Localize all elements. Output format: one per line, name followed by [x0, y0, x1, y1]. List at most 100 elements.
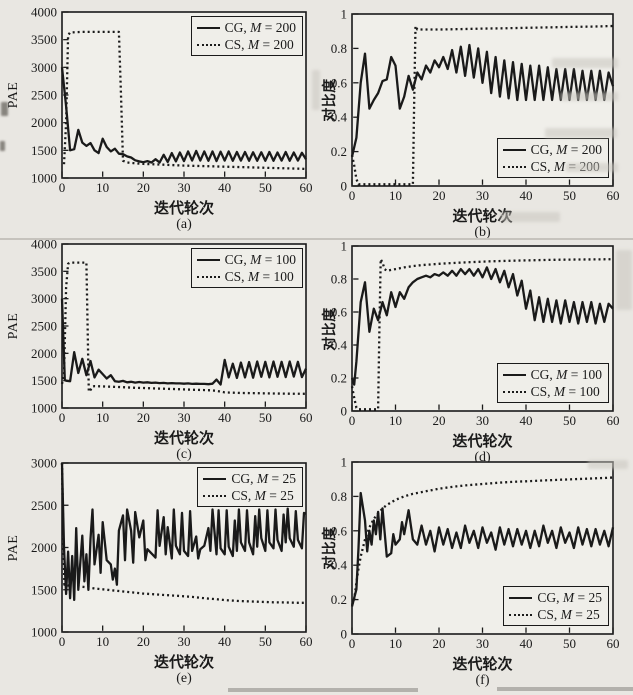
y-tick-label: 0: [341, 179, 348, 194]
x-tick-label: 20: [433, 413, 446, 428]
x-tick-label: 30: [178, 410, 191, 425]
y-tick-label: 3500: [31, 264, 57, 279]
subplot-caption: (b): [474, 225, 491, 240]
legend-box: CG, M = 100 CS, M = 100: [496, 363, 609, 403]
cg-line-swatch: [203, 477, 227, 480]
x-tick-label: 40: [520, 188, 533, 203]
legend-label: CG, M = 100: [530, 367, 602, 382]
legend-box: CG, M = 200 CS, M = 200: [190, 16, 303, 56]
cs-series-line: [60, 462, 306, 604]
y-tick-label: 1500: [31, 582, 57, 597]
cs-line-swatch: [196, 275, 220, 278]
y-tick-label: 0.2: [331, 144, 347, 159]
y-tick-label: 0.4: [331, 110, 348, 125]
legend-item-cs: CS, M = 100: [196, 268, 296, 285]
plot-frame: [351, 245, 614, 412]
legend-item-cg: CG, M = 200: [196, 19, 296, 36]
y-axis-label: PAE: [6, 81, 21, 109]
legend-item-cs: CS, M = 25: [509, 606, 602, 623]
cg-line-swatch: [509, 596, 533, 599]
y-tick-label: 2500: [31, 88, 57, 103]
x-tick-label: 20: [137, 180, 150, 195]
subplot-b: 0 10 20 30 40 50 60 0 0.2 0.4 0.6 0.8 1 对比度 迭代轮次 (b)…: [317, 0, 633, 241]
y-tick-label: 0.8: [331, 272, 347, 287]
cs-line-swatch: [509, 613, 533, 616]
cs-line-swatch: [196, 43, 220, 46]
y-tick-label: 0.4: [331, 338, 348, 353]
y-tick-label: 0.8: [331, 489, 347, 504]
x-tick-label: 10: [96, 180, 109, 195]
legend-item-cs: CS, M = 25: [203, 487, 296, 504]
y-axis-label: PAE: [6, 534, 21, 561]
x-tick-label: 20: [137, 410, 150, 425]
y-tick-label: 0.2: [331, 371, 347, 386]
subplot-e: 0 10 20 30 40 50 60 1000 1500 2000 2500 3000 PAE 迭代…: [0, 456, 317, 695]
x-tick-label: 20: [433, 636, 446, 651]
y-tick-label: 4000: [31, 238, 57, 252]
x-tick-label: 20: [137, 634, 150, 649]
x-tick-label: 10: [389, 636, 402, 651]
legend-item-cg: CG, M = 25: [509, 589, 602, 606]
legend-label: CG, M = 25: [231, 471, 296, 486]
x-tick-label: 60: [607, 636, 620, 651]
y-axis-label: 对比度: [323, 526, 338, 570]
cg-series-line: [60, 462, 307, 602]
plot-area-d: 0 10 20 30 40 50 60 0 0.2 0.4 0.6 0.8 1: [331, 239, 620, 429]
y-tick-label: 0: [341, 627, 348, 642]
y-tick-label: 3500: [31, 32, 57, 47]
x-tick-label: 0: [59, 180, 66, 195]
y-tick-label: 0.6: [331, 305, 348, 320]
legend-item-cg: CG, M = 25: [203, 470, 296, 487]
legend-box: CG, M = 100 CS, M = 100: [190, 248, 303, 288]
subplot-caption: (e): [176, 671, 192, 686]
y-tick-label: 1: [341, 456, 348, 470]
y-tick-label: 1000: [31, 625, 57, 640]
legend-box: CG, M = 200 CS, M = 200: [496, 138, 609, 178]
x-tick-label: 40: [218, 634, 231, 649]
legend-item-cs: CS, M = 200: [502, 158, 602, 175]
x-tick-label: 0: [59, 634, 66, 649]
x-tick-label: 0: [59, 410, 66, 425]
plot-area-e: 0 10 20 30 40 50 60 1000 1500 2000 2500 3000: [31, 456, 313, 649]
legend-box: CG, M = 25 CS, M = 25: [197, 467, 303, 507]
y-axis-label: PAE: [6, 312, 21, 340]
legend-item-cg: CG, M = 100: [196, 251, 296, 268]
legend-label: CS, M = 25: [231, 488, 294, 503]
legend-label: CS, M = 100: [530, 384, 600, 399]
x-tick-label: 50: [563, 188, 576, 203]
x-tick-label: 10: [389, 413, 402, 428]
subplot-f: 0 10 20 30 40 50 60 0 0.2 0.4 0.6 0.8 1 对比度 迭代轮次 (f)…: [317, 456, 633, 695]
x-tick-label: 30: [476, 188, 489, 203]
x-axis-label: 迭代轮次: [153, 201, 215, 217]
x-tick-label: 60: [607, 188, 620, 203]
y-axis-label: 对比度: [323, 306, 338, 351]
cs-line-swatch: [203, 494, 227, 497]
cs-series-line: [350, 476, 614, 606]
cg-series-line: [60, 67, 307, 164]
y-tick-label: 0.6: [331, 75, 348, 90]
cg-series-line: [350, 266, 614, 386]
plot-area-f: 0 10 20 30 40 50 60 0 0.2 0.4 0.6 0.8 1: [331, 456, 620, 651]
y-tick-label: 2000: [31, 540, 57, 555]
x-tick-label: 10: [96, 410, 109, 425]
x-tick-label: 30: [178, 180, 191, 195]
x-tick-label: 30: [178, 634, 191, 649]
x-axis-label: 迭代轮次: [153, 655, 215, 671]
x-tick-label: 10: [96, 634, 109, 649]
x-tick-label: 0: [349, 636, 356, 651]
subplot-d: 0 10 20 30 40 50 60 0 0.2 0.4 0.6 0.8 1 对比度 迭代轮次 (d)…: [317, 238, 633, 466]
x-tick-label: 50: [563, 636, 576, 651]
legend-item-cs: CS, M = 200: [196, 36, 296, 53]
x-tick-label: 60: [300, 410, 313, 425]
x-tick-label: 40: [520, 636, 533, 651]
legend-label: CG, M = 200: [530, 142, 602, 157]
subplot-caption: (c): [176, 447, 192, 462]
cs-line-swatch: [502, 390, 526, 393]
y-tick-label: 1: [341, 239, 348, 254]
cg-line-swatch: [196, 26, 220, 29]
x-tick-label: 40: [218, 410, 231, 425]
cs-series-line: [350, 24, 614, 186]
legend-item-cs: CS, M = 100: [502, 383, 602, 400]
y-tick-label: 4000: [31, 5, 57, 20]
